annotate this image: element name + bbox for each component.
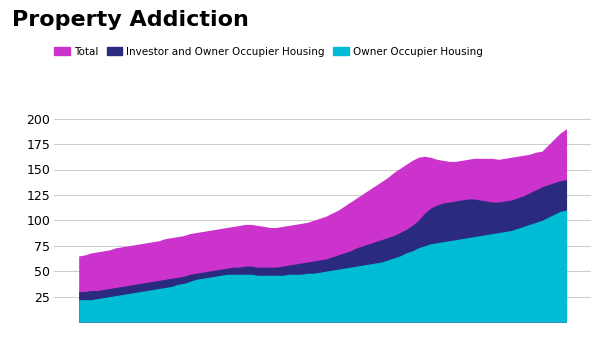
Legend: Total, Investor and Owner Occupier Housing, Owner Occupier Housing: Total, Investor and Owner Occupier Housi… xyxy=(54,46,483,57)
Text: Property Addiction: Property Addiction xyxy=(12,10,249,30)
